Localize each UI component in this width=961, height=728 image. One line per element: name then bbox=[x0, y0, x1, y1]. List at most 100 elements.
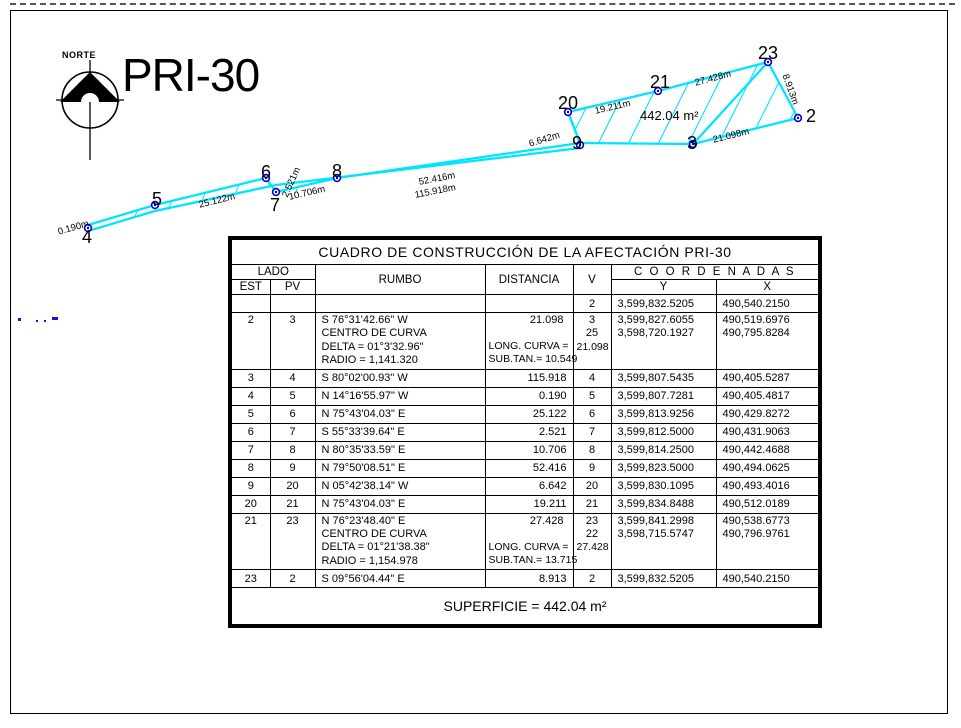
cell-est: 20 bbox=[229, 494, 271, 514]
vertex-label-23: 23 bbox=[758, 43, 779, 63]
cell-pv: 8 bbox=[269, 440, 316, 460]
table-row: 4 5 N 14°16'55.97" W 0.190 5 3,599,807.7… bbox=[229, 386, 821, 406]
header-lado: LADO bbox=[229, 264, 316, 280]
scan-artifact bbox=[36, 320, 38, 322]
vertex-label-21: 21 bbox=[650, 72, 671, 92]
vertex-label-8: 8 bbox=[332, 161, 343, 181]
sheet-border bbox=[10, 10, 948, 714]
sub-tan-label: SUB.TAN.= 10.549 bbox=[488, 353, 578, 366]
table-row-curve: 2 3 S 76°31'42.66" W CENTRO DE CURVA DEL… bbox=[229, 312, 821, 370]
cell-v: 21 bbox=[572, 494, 612, 514]
cell-rumbo bbox=[314, 294, 486, 313]
cell-coord-x: 490,405.4817 bbox=[715, 386, 821, 406]
cell-v: 20 bbox=[572, 476, 612, 496]
long-curva-value: 21.098 bbox=[576, 340, 609, 353]
cell-distancia: 25.122 bbox=[484, 404, 574, 424]
cell-distancia: 10.706 bbox=[484, 440, 574, 460]
vertex-label-7: 7 bbox=[270, 195, 281, 215]
coord-y-1: 3,599,841.2998 bbox=[617, 514, 694, 527]
header-v: V bbox=[572, 264, 612, 295]
sheet-dashed-edge bbox=[10, 3, 955, 5]
cell-distancia: 19.211 bbox=[484, 494, 574, 514]
cell-coord-x-curve: 490,538.6773 490,796.9761 bbox=[715, 512, 821, 571]
cell-rumbo: S 80°02'00.93" W bbox=[314, 368, 486, 388]
coord-x-2: 490,795.8284 bbox=[722, 327, 790, 340]
vertex-markers bbox=[83, 57, 803, 233]
table-row: 7 8 N 80°35'33.59" E 10.706 8 3,599,814.… bbox=[229, 440, 821, 460]
table-row: 9 20 N 05°42'38.14" W 6.642 20 3,599,830… bbox=[229, 476, 821, 496]
coord-y-2: 3,598,720.1927 bbox=[617, 327, 694, 340]
cell-coord-x: 490,540.2150 bbox=[715, 294, 821, 313]
table-row: 3 4 S 80°02'00.93" W 115.918 4 3,599,807… bbox=[229, 368, 821, 388]
cell-distancia bbox=[484, 294, 574, 313]
cell-coord-x: 490,442.4688 bbox=[715, 440, 821, 460]
cell-coord-y: 3,599,834.8488 bbox=[610, 494, 717, 514]
vertex-label-4: 4 bbox=[82, 227, 93, 247]
cell-coord-y: 3,599,832.5205 bbox=[610, 294, 717, 313]
cell-v: 8 bbox=[572, 440, 612, 460]
header-coord-y: Y bbox=[610, 279, 717, 295]
cell-rumbo: S 55°33'39.64" E bbox=[314, 422, 486, 442]
distancia-value: 27.428 bbox=[529, 514, 564, 527]
cell-v: 4 bbox=[572, 368, 612, 388]
cell-distancia: 0.190 bbox=[484, 386, 574, 406]
survey-map: 4 5 6 7 8 9 20 21 23 2 3 0.190m 25.122m … bbox=[0, 0, 961, 322]
cell-distancia: 115.918 bbox=[484, 368, 574, 388]
cell-v-curve: 23 22 27.428 bbox=[572, 512, 612, 571]
coord-x-2: 490,796.9761 bbox=[722, 528, 790, 541]
sub-tan-label: SUB.TAN.= 13.715 bbox=[488, 553, 578, 566]
cell-coord-x: 490,429.8272 bbox=[715, 404, 821, 424]
header-est: EST bbox=[229, 279, 271, 295]
cell-pv: 21 bbox=[269, 494, 316, 514]
cell-coord-x: 490,512.0189 bbox=[715, 494, 821, 514]
long-curva-label: LONG. CURVA = bbox=[488, 340, 569, 353]
table-header-row-1: LADO RUMBO DISTANCIA V C O O R D E N A D… bbox=[229, 264, 821, 295]
cell-distancia-curve: 21.098 LONG. CURVA = SUB.TAN.= 10.549 bbox=[484, 312, 578, 370]
cell-est: 8 bbox=[229, 458, 271, 478]
cell-coord-x: 490,540.2150 bbox=[715, 569, 821, 589]
cell-est: 3 bbox=[229, 368, 271, 388]
v-value-2: 22 bbox=[585, 528, 599, 541]
cell-rumbo: N 79°50'08.51" E bbox=[314, 458, 486, 478]
cell-pv: 7 bbox=[269, 422, 316, 442]
cell-coord-y: 3,599,830.1095 bbox=[610, 476, 717, 496]
cell-v: 6 bbox=[572, 404, 612, 424]
polygon-area-label: 442.04 m² bbox=[640, 108, 699, 123]
cell-pv: 20 bbox=[269, 476, 316, 496]
rumbo-line-1: N 76°23'48.40" E bbox=[321, 514, 406, 527]
cell-est: 4 bbox=[229, 386, 271, 406]
construction-table: CUADRO DE CONSTRUCCIÓN DE LA AFECTACIÓN … bbox=[228, 236, 823, 629]
table-row: 8 9 N 79°50'08.51" E 52.416 9 3,599,823.… bbox=[229, 458, 821, 478]
cell-v: 2 bbox=[572, 294, 612, 313]
rumbo-line-2: CENTRO DE CURVA bbox=[321, 327, 427, 340]
cell-pv: 3 bbox=[269, 312, 316, 370]
cell-rumbo: N 75°43'04.03" E bbox=[314, 494, 486, 514]
cell-coord-y: 3,599,814.2500 bbox=[610, 440, 717, 460]
cell-distancia: 6.642 bbox=[484, 476, 574, 496]
header-coord-x: X bbox=[715, 279, 821, 295]
header-distancia: DISTANCIA bbox=[484, 264, 574, 295]
v-value-2: 25 bbox=[585, 327, 599, 340]
cell-rumbo: N 80°35'33.59" E bbox=[314, 440, 486, 460]
cell-distancia: 52.416 bbox=[484, 458, 574, 478]
cell-est: 5 bbox=[229, 404, 271, 424]
superficie-total: SUPERFICIE = 442.04 m² bbox=[229, 587, 821, 627]
coord-y-2: 3,598,715.5747 bbox=[617, 528, 694, 541]
cell-coord-y-curve: 3,599,841.2998 3,598,715.5747 bbox=[610, 512, 717, 571]
cell-coord-y: 3,599,823.5000 bbox=[610, 458, 717, 478]
cell-coord-x-curve: 490,519.6976 490,795.8284 bbox=[715, 312, 821, 370]
table-footer-row: SUPERFICIE = 442.04 m² bbox=[229, 587, 821, 627]
table-title-row: CUADRO DE CONSTRUCCIÓN DE LA AFECTACIÓN … bbox=[229, 237, 821, 265]
rumbo-line-4: RADIO = 1,154.978 bbox=[321, 554, 418, 567]
coord-y-1: 3,599,827.6055 bbox=[617, 314, 694, 326]
cell-est: 6 bbox=[229, 422, 271, 442]
long-curva-value: 27.428 bbox=[576, 541, 609, 554]
rumbo-line-3: DELTA = 01°3'32.96" bbox=[321, 340, 424, 353]
vertex-label-3: 3 bbox=[687, 133, 698, 153]
v-value-1: 3 bbox=[588, 314, 596, 326]
cell-pv: 2 bbox=[269, 569, 316, 589]
table-row-curve: 21 23 N 76°23'48.40" E CENTRO DE CURVA D… bbox=[229, 512, 821, 571]
cell-distancia: 8.913 bbox=[484, 569, 574, 589]
compass-north-icon: NORTE bbox=[52, 50, 128, 162]
